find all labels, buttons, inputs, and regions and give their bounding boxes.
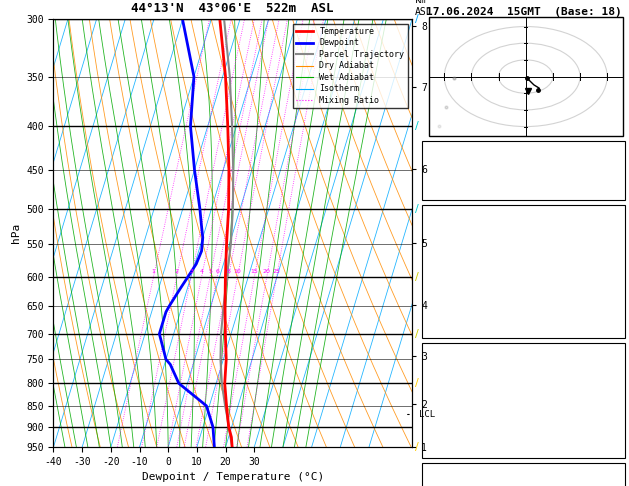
Text: CIN (J): CIN (J) (431, 319, 472, 329)
Text: K: K (431, 144, 437, 154)
Text: 10: 10 (607, 484, 618, 486)
Text: 15: 15 (250, 269, 259, 275)
Text: Most Unstable: Most Unstable (486, 346, 562, 356)
Text: 10: 10 (233, 269, 242, 275)
Text: CAPE (J): CAPE (J) (431, 420, 478, 430)
Text: PW (cm): PW (cm) (431, 181, 472, 191)
Text: LCL: LCL (419, 410, 435, 419)
Y-axis label: hPa: hPa (11, 223, 21, 243)
Text: 20: 20 (263, 269, 270, 275)
Text: Totals Totals: Totals Totals (431, 162, 508, 173)
Legend: Temperature, Dewpoint, Parcel Trajectory, Dry Adiabat, Wet Adiabat, Isotherm, Mi: Temperature, Dewpoint, Parcel Trajectory… (293, 24, 408, 108)
Text: 25: 25 (273, 269, 281, 275)
Text: /: / (415, 204, 419, 214)
Text: kt: kt (435, 19, 447, 30)
Text: 334: 334 (601, 263, 618, 274)
Text: /: / (415, 15, 419, 24)
Text: 6: 6 (215, 269, 219, 275)
Text: 5: 5 (208, 269, 212, 275)
Text: 955: 955 (601, 364, 618, 375)
Text: /: / (415, 379, 419, 388)
Text: 8: 8 (226, 269, 230, 275)
Text: Pressure (mb): Pressure (mb) (431, 364, 508, 375)
Text: Lifted Index: Lifted Index (431, 401, 501, 412)
Text: 0: 0 (613, 282, 618, 292)
FancyBboxPatch shape (429, 17, 623, 136)
Text: θₑ(K): θₑ(K) (431, 263, 460, 274)
Text: 17.06.2024  15GMT  (Base: 18): 17.06.2024 15GMT (Base: 18) (426, 7, 621, 17)
Bar (423, 141, 625, 200)
Bar (423, 343, 625, 458)
Text: 22.3: 22.3 (595, 226, 618, 237)
Text: /: / (415, 442, 419, 452)
Text: 28: 28 (607, 144, 618, 154)
Text: Surface: Surface (503, 208, 544, 218)
Text: km
ASL: km ASL (415, 0, 433, 17)
Text: /: / (415, 121, 419, 131)
Text: /: / (415, 272, 419, 281)
Text: 2.82: 2.82 (595, 181, 618, 191)
Text: 16.1: 16.1 (595, 245, 618, 255)
Text: 173: 173 (601, 300, 618, 311)
Text: CIN (J): CIN (J) (431, 438, 472, 449)
Bar (423, 463, 625, 486)
Text: EH: EH (431, 484, 443, 486)
Text: 34: 34 (607, 319, 618, 329)
X-axis label: Dewpoint / Temperature (°C): Dewpoint / Temperature (°C) (142, 472, 324, 483)
Text: Hodograph: Hodograph (497, 466, 550, 476)
Text: θₑ (K): θₑ (K) (431, 383, 466, 393)
Text: 1: 1 (152, 269, 155, 275)
Text: © weatheronline.co.uk: © weatheronline.co.uk (467, 474, 580, 484)
Text: 34: 34 (607, 438, 618, 449)
Text: 2: 2 (175, 269, 179, 275)
Text: 44: 44 (607, 162, 618, 173)
Text: 44°13'N  43°06'E  522m  ASL: 44°13'N 43°06'E 522m ASL (131, 1, 334, 15)
Bar (423, 205, 625, 338)
Text: 173: 173 (601, 420, 618, 430)
Text: 334: 334 (601, 383, 618, 393)
Text: Dewp (°C): Dewp (°C) (431, 245, 484, 255)
Text: /: / (415, 329, 419, 339)
Text: 3: 3 (189, 269, 193, 275)
Text: 0: 0 (613, 401, 618, 412)
Text: Temp (°C): Temp (°C) (431, 226, 484, 237)
Text: CAPE (J): CAPE (J) (431, 300, 478, 311)
Text: Lifted Index: Lifted Index (431, 282, 501, 292)
Text: 4: 4 (199, 269, 204, 275)
